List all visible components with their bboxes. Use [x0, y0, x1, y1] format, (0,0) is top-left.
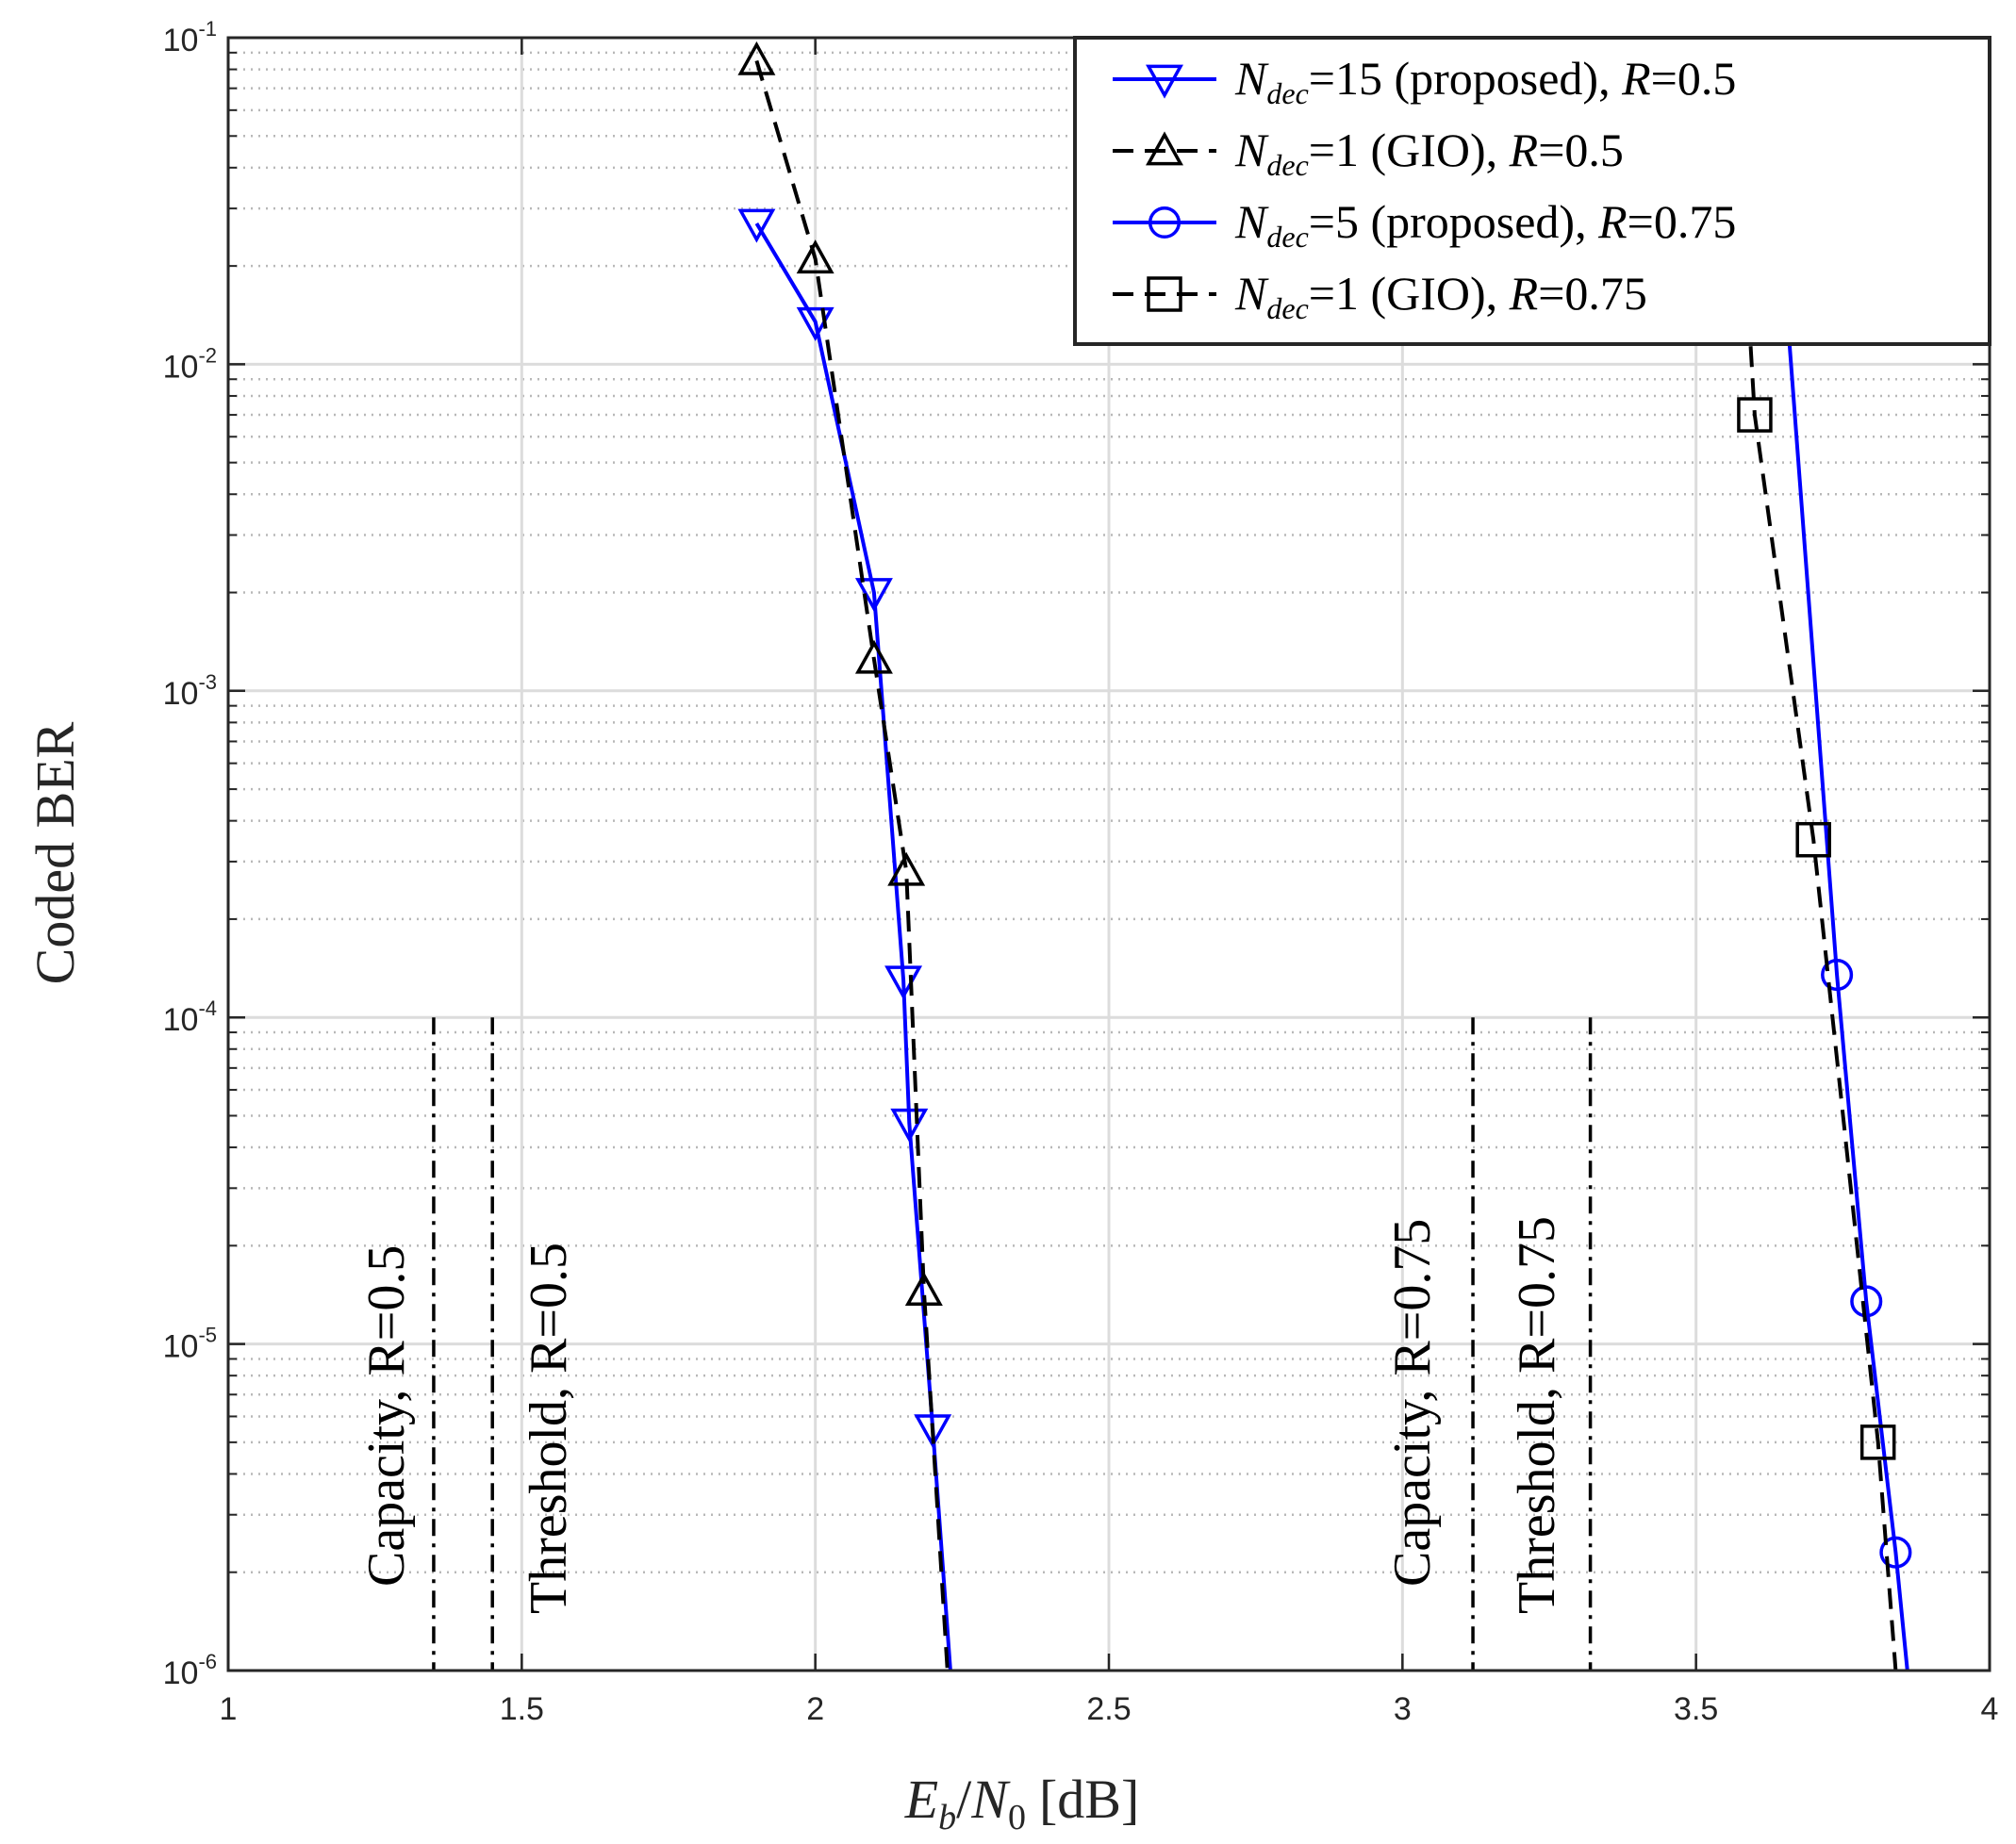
annotation-threshold-r05: Threshold, R=0.5	[520, 1243, 578, 1614]
y-tick-label: 10-5	[163, 1324, 217, 1365]
series-line-s4	[1741, 218, 1898, 1671]
x-tick-label: 1	[220, 1691, 238, 1727]
series-s2	[737, 41, 950, 1671]
x-tick-label: 3	[1394, 1691, 1412, 1727]
x-tick-label: 1.5	[500, 1691, 544, 1727]
legend-samples	[1113, 64, 1216, 312]
data-point-s2	[854, 639, 893, 674]
y-tick-labels: 10-6 10-5 10-4 10-3 10-2 10-1	[163, 17, 217, 1691]
legend-marker-s1	[1146, 64, 1183, 99]
annotation-capacity-r05: Capacity, R=0.5	[357, 1245, 416, 1587]
y-axis-title: Coded BER	[25, 721, 86, 984]
legend-marker-s2	[1146, 131, 1183, 166]
y-tick-label: 10-1	[163, 17, 217, 58]
data-point-s3	[1821, 959, 1854, 992]
x-tick-label: 4	[1981, 1691, 1999, 1727]
x-tick-label: 2.5	[1086, 1691, 1131, 1727]
legend: Ndec=15 (proposed), R=0.5 Ndec=1 (GIO), …	[1073, 36, 1991, 346]
legend-marker-s4	[1147, 276, 1182, 312]
data-point-s1	[890, 1108, 929, 1143]
data-point-s1	[737, 208, 776, 243]
series-s4	[1737, 218, 1898, 1671]
y-tick-label: 10-6	[163, 1650, 217, 1691]
legend-label-s1: Ndec=15 (proposed), R=0.5	[1234, 52, 1736, 110]
series-line-s2	[754, 59, 950, 1671]
x-tick-labels: 1 1.5 2 2.5 3 3.5 4	[220, 1691, 1999, 1727]
data-point-s2	[737, 41, 776, 75]
y-tick-label: 10-2	[163, 343, 217, 385]
legend-box	[1073, 36, 1991, 346]
legend-label-s3: Ndec=5 (proposed), R=0.75	[1234, 195, 1736, 254]
legend-marker-s3	[1148, 206, 1182, 239]
series-line-s3	[1764, 38, 1909, 1671]
data-point-s4	[1737, 397, 1773, 433]
x-tick-label: 2	[806, 1691, 824, 1727]
data-series	[737, 38, 1912, 1671]
data-point-s2	[796, 239, 834, 274]
x-axis-title: Eb/N0 [dB]	[904, 1769, 1140, 1837]
annotation-threshold-r075: Threshold, R=0.75	[1508, 1216, 1566, 1614]
series-s3	[1764, 38, 1912, 1671]
data-point-s1	[914, 1414, 952, 1449]
x-tick-label: 3.5	[1674, 1691, 1718, 1727]
data-point-s2	[904, 1272, 943, 1307]
annotation-capacity-r075: Capacity, R=0.75	[1383, 1219, 1442, 1587]
reference-lines	[432, 1017, 1593, 1671]
legend-label-s4: Ndec=1 (GIO), R=0.75	[1234, 267, 1647, 325]
data-point-s2	[887, 851, 926, 886]
legend-label-s2: Ndec=1 (GIO), R=0.5	[1234, 123, 1624, 182]
y-tick-label: 10-3	[163, 670, 217, 712]
data-point-s4	[1859, 1424, 1896, 1460]
y-tick-label: 10-4	[163, 996, 217, 1038]
data-point-s4	[1795, 821, 1831, 858]
data-point-s3	[1879, 1536, 1912, 1569]
